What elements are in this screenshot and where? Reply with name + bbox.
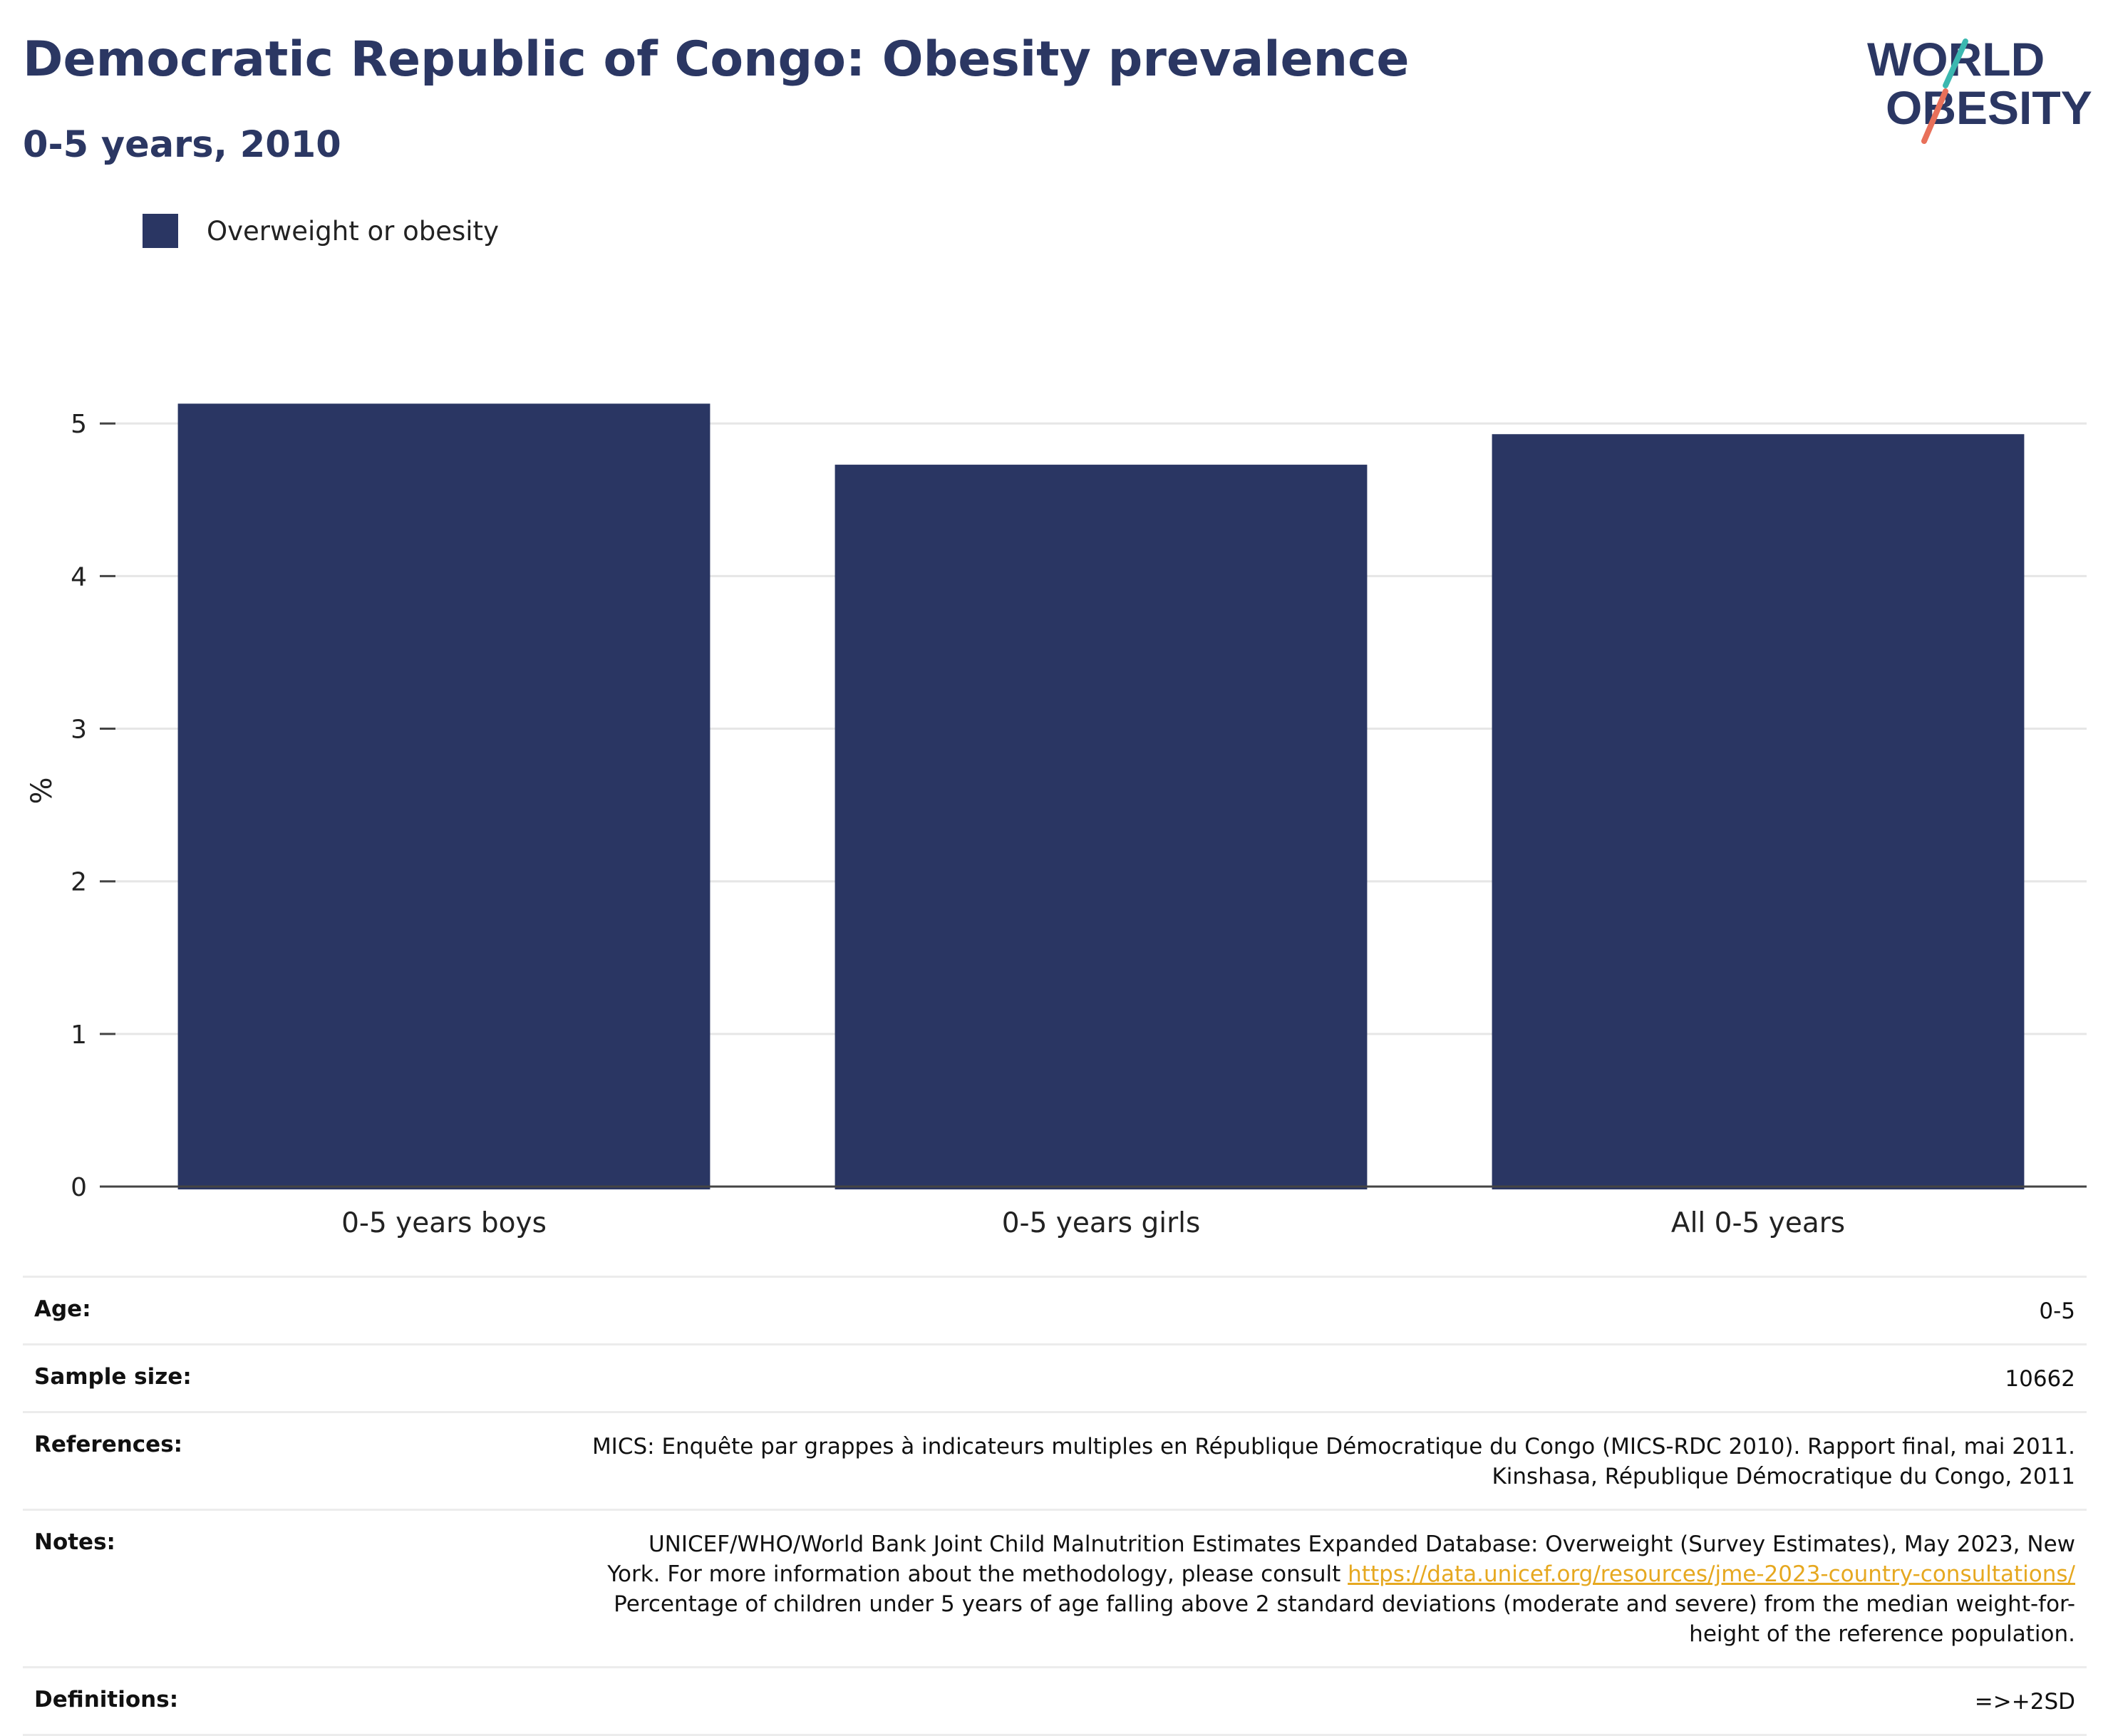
metadata-table: Age: 0-5 Sample size: 10662 References: … [23,1276,2087,1736]
y-tick-label: 2 [71,868,87,897]
meta-row-references: References: MICS: Enquête par grappes à … [23,1412,2087,1510]
y-tick-label: 0 [71,1173,87,1202]
world-obesity-logo: WORLD OBESITY [1867,33,2092,144]
references-line-1: MICS: Enquête par grappes à indicateurs … [591,1434,2075,1459]
notes-line-4: height of the reference population. [1689,1621,2075,1647]
legend-swatch [143,214,178,248]
meta-key-notes: Notes: [34,1529,115,1555]
y-tick-label: 5 [71,410,87,439]
meta-value-age: 0-5 [2039,1298,2075,1324]
meta-row-notes: Notes: UNICEF/WHO/World Bank Joint Child… [23,1509,2087,1668]
meta-row-sample-size: Sample size: 10662 [23,1344,2087,1412]
meta-value-references: MICS: Enquête par grappes à indicateurs … [391,1412,2087,1510]
meta-key-age: Age: [34,1296,91,1322]
bar [1492,434,2025,1189]
meta-value-sample-size: 10662 [2005,1366,2075,1392]
chart-legend: Overweight or obesity [143,214,499,248]
meta-key-definitions: Definitions: [34,1687,179,1712]
page-subtitle: 0-5 years, 2010 [23,124,341,166]
notes-line-3: Percentage of children under 5 years of … [614,1591,2075,1617]
meta-value-notes: UNICEF/WHO/World Bank Joint Child Malnut… [391,1510,2087,1668]
y-tick-label: 4 [71,562,87,591]
methodology-link[interactable]: https://data.unicef.org/resources/jme-20… [1348,1561,2075,1587]
bar [177,403,711,1189]
logo-slash-bottom [1921,88,1948,144]
bar [835,465,1368,1189]
y-axis-label: % [26,777,58,804]
references-line-2: Kinshasa, République Démocratique du Con… [1492,1464,2075,1489]
page-title: Democratic Republic of Congo: Obesity pr… [23,31,1410,88]
y-tick-label: 3 [71,715,87,745]
y-tick-label: 1 [71,1021,87,1050]
meta-row-age: Age: 0-5 [23,1276,2087,1345]
notes-line-1: UNICEF/WHO/World Bank Joint Child Malnut… [648,1531,2075,1557]
meta-row-definitions: Definitions: =>+2SD [23,1667,2087,1735]
meta-key-sample-size: Sample size: [34,1364,192,1390]
notes-line-2: York. For more information about the met… [607,1561,1348,1587]
x-tick-label: All 0-5 years [1671,1207,1845,1239]
meta-value-definitions: =>+2SD [1974,1689,2075,1715]
meta-key-references: References: [34,1432,183,1457]
x-tick-label: 0-5 years boys [341,1207,547,1239]
x-tick-label: 0-5 years girls [1002,1207,1201,1239]
logo-slash-top [1943,38,1968,88]
bar-chart: 0 1 2 3 4 5% 0-5 years boys 0-5 years girls All … [26,403,2087,1239]
legend-label: Overweight or obesity [207,215,499,247]
logo-word-obesity: OBESITY [1886,81,2092,134]
